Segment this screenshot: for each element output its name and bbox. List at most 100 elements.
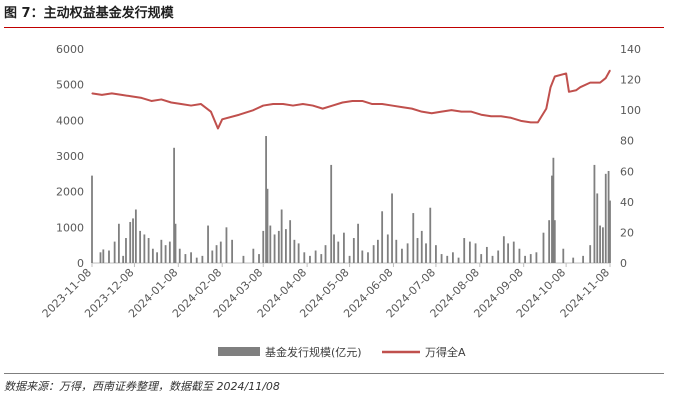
bar-24 — [195, 257, 198, 263]
line-point-0 — [91, 92, 93, 94]
bar-103 — [599, 225, 601, 263]
bar-35 — [262, 230, 265, 263]
bar-93 — [548, 220, 551, 263]
bar-15 — [156, 252, 158, 263]
bar-72 — [429, 207, 432, 263]
bar-98 — [572, 257, 575, 263]
bar-84 — [497, 250, 500, 263]
bar-3 — [108, 250, 110, 263]
bar-28 — [215, 245, 218, 263]
bar-41 — [280, 209, 283, 263]
line-point-6 — [150, 100, 153, 102]
right-tick-label-4: 80 — [620, 135, 634, 148]
bar-101 — [593, 164, 596, 263]
bar-80 — [474, 243, 477, 263]
line-point-35 — [440, 111, 443, 113]
line-point-40 — [490, 115, 492, 117]
bar-32 — [242, 255, 245, 263]
line-point-32 — [411, 108, 413, 110]
bar-18 — [168, 241, 171, 263]
line-point-25 — [341, 101, 344, 104]
bottom-rule — [4, 373, 664, 374]
line-point-52 — [579, 86, 581, 88]
line-point-56 — [609, 69, 611, 71]
right-tick-label-0: 0 — [620, 257, 627, 270]
line-point-5 — [140, 97, 143, 99]
source-note: 数据来源：万得，西南证券整理，数据截至 2024/11/08 — [4, 380, 280, 393]
bar-92 — [542, 232, 545, 263]
bar-37 — [266, 188, 269, 263]
bar-46 — [303, 252, 306, 263]
bar-21 — [178, 248, 181, 263]
bar-45 — [297, 243, 300, 263]
bar-55 — [348, 255, 351, 263]
bar-62 — [381, 211, 384, 263]
line-point-46 — [545, 108, 547, 110]
bar-50 — [324, 245, 327, 263]
line-point-13 — [217, 127, 219, 130]
right-tick-label-5: 100 — [620, 104, 641, 117]
bar-12 — [143, 234, 146, 263]
left-tick-label-0: 0 — [77, 257, 84, 270]
bar-89 — [524, 255, 526, 263]
line-point-3 — [121, 94, 123, 96]
line-point-11 — [200, 103, 202, 105]
bar-71 — [425, 243, 427, 263]
line-point-7 — [160, 98, 162, 101]
line-point-12 — [210, 111, 212, 113]
line-point-39 — [480, 114, 482, 116]
bar-31 — [231, 239, 234, 263]
left-tick-label-6: 6000 — [56, 43, 84, 56]
left-axis: 0 1000 2000 3000 4000 5000 6000 — [56, 43, 84, 270]
bar-38 — [269, 225, 272, 263]
right-tick-label-1: 20 — [620, 226, 634, 239]
bar-44 — [293, 239, 296, 263]
line-point-49 — [565, 72, 567, 75]
right-tick-label-3: 60 — [620, 165, 634, 178]
bar-19 — [173, 147, 175, 263]
right-axis: 0 20 40 60 80 100 120 140 — [620, 43, 641, 270]
bar-91 — [535, 252, 538, 263]
chart: 0 1000 2000 3000 4000 5000 6000 0 20 40 60 80 100 12… — [40, 43, 641, 359]
bar-20 — [174, 223, 177, 263]
bar-81 — [480, 254, 483, 263]
left-tick-label-5: 5000 — [56, 79, 84, 92]
line-point-47 — [549, 86, 552, 88]
bar-9 — [132, 218, 134, 263]
line-point-22 — [312, 104, 314, 107]
line-point-31 — [401, 106, 403, 108]
figure-title: 图 7：主动权益基金发行规模 — [4, 6, 174, 21]
bar-82 — [485, 246, 488, 263]
line-point-16 — [252, 109, 254, 111]
bar-70 — [420, 230, 423, 263]
line-point-4 — [131, 95, 133, 97]
bar-54 — [343, 232, 345, 263]
bar-88 — [518, 248, 521, 263]
line-point-50 — [568, 91, 570, 93]
line-point-19 — [282, 103, 284, 105]
legend: 基金发行规模(亿元) 万得全A — [218, 345, 466, 359]
bar-16 — [160, 239, 163, 263]
bar-59 — [367, 252, 369, 263]
bar-2 — [102, 249, 105, 263]
bar-67 — [406, 243, 409, 263]
bar-27 — [211, 250, 214, 263]
title-rule — [4, 27, 664, 28]
bar-29 — [219, 241, 222, 263]
bar-96 — [553, 220, 556, 263]
bar-75 — [446, 255, 449, 263]
bar-60 — [372, 245, 375, 263]
bar-22 — [184, 254, 187, 263]
bar-11 — [139, 230, 142, 263]
bar-90 — [529, 254, 532, 263]
line-path — [91, 69, 611, 130]
bar-102 — [596, 193, 599, 263]
bar-51 — [330, 164, 333, 263]
line-point-21 — [302, 103, 304, 105]
line-point-42 — [510, 117, 512, 119]
line-point-23 — [322, 108, 324, 110]
bar-36 — [265, 136, 267, 263]
bar-56 — [352, 238, 355, 263]
line-point-1 — [101, 94, 103, 96]
bar-94 — [551, 175, 553, 263]
